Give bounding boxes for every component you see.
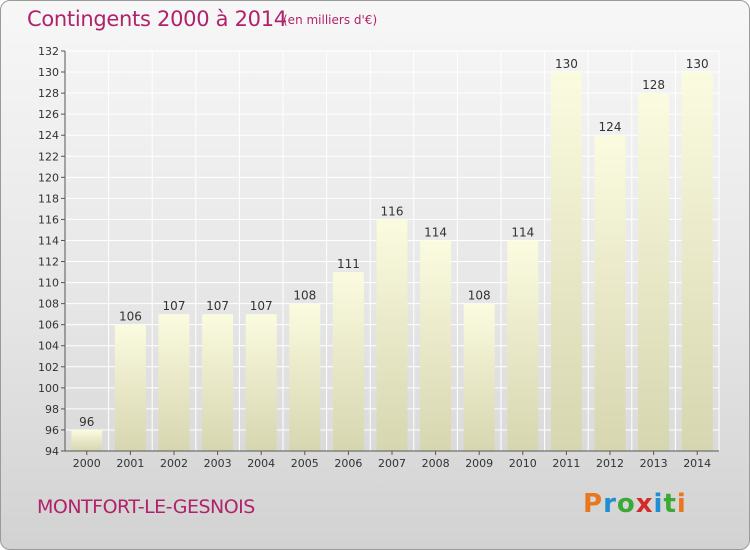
y-tick-label: 112 [38,256,59,269]
bar-2001 [114,324,146,451]
data-label-2006: 111 [337,257,360,271]
data-label-2001: 106 [119,310,142,324]
data-label-2007: 116 [381,204,404,218]
bar-2006 [332,272,364,451]
axes: 94 96 98 100 102 104 106 108 110 112 114 116 118 120 1… [38,45,719,470]
chart-subtitle: (en milliers d'€) [283,13,378,27]
bar-2004 [245,314,277,451]
logo-letter: r [603,489,617,519]
data-label-2005: 108 [293,289,316,303]
x-tick-label-2007: 2007 [378,457,406,470]
y-tick-label: 102 [38,361,59,374]
x-tick-label-2000: 2000 [73,457,101,470]
data-label-2000: 96 [79,415,94,429]
bar-2014 [681,72,713,451]
bar-2005 [289,303,321,451]
y-tick-label: 106 [38,319,59,332]
bar-2010 [507,240,539,451]
y-tick-label: 132 [38,45,59,58]
bar-2013 [638,93,670,452]
data-label-2013: 128 [642,78,665,92]
x-tick-label-2004: 2004 [247,457,275,470]
x-tick-label-2009: 2009 [465,457,493,470]
data-label-2002: 107 [163,299,186,313]
y-tick-label: 126 [38,108,59,121]
data-label-2010: 114 [511,225,534,239]
data-label-2008: 114 [424,225,447,239]
y-tick-label: 124 [38,129,59,142]
data-label-2004: 107 [250,299,273,313]
x-tick-label-2011: 2011 [552,457,580,470]
x-tick-label-2006: 2006 [334,457,362,470]
logo-letter: o [616,489,636,519]
data-label-2014: 130 [686,57,709,71]
y-tick-label: 108 [38,298,59,311]
bar-2000 [71,429,103,451]
y-tick-label: 116 [38,213,59,226]
x-tick-label-2003: 2003 [204,457,232,470]
x-tick-label-2002: 2002 [160,457,188,470]
logo-letter: P [583,489,604,519]
bar-2003 [202,314,234,451]
data-label-2009: 108 [468,289,491,303]
data-label-2012: 124 [599,120,622,134]
bar-2008 [420,240,452,451]
data-label-2003: 107 [206,299,229,313]
logo-letter: i [653,489,664,519]
y-tick-label: 130 [38,66,59,79]
bar-2011 [550,72,582,451]
proxiti-logo: Proxiti [583,489,687,519]
y-tick-label: 94 [45,445,59,458]
data-label-2011: 130 [555,57,578,71]
x-tick-label-2005: 2005 [291,457,319,470]
x-tick-label-2014: 2014 [683,457,711,470]
bar-2012 [594,135,626,452]
y-tick-label: 110 [38,277,59,290]
logo-letter: t [663,489,677,519]
commune-name: MONTFORT-LE-GESNOIS [37,496,255,518]
y-tick-label: 128 [38,87,59,100]
chart-title: Contingents 2000 à 2014 [27,7,287,31]
y-tick-label: 100 [38,382,59,395]
x-tick-label-2012: 2012 [596,457,624,470]
x-tick-label-2013: 2013 [640,457,668,470]
logo-letter: i [676,489,687,519]
bar-2002 [158,314,190,451]
y-tick-label: 118 [38,192,59,205]
data-labels: 96 106 107 107 107 108 111 116 114 108 114 130 124 12… [79,57,708,429]
bar-2007 [376,219,408,451]
y-tick-label: 104 [38,340,59,353]
y-tick-label: 114 [38,234,59,247]
x-tick-label-2008: 2008 [422,457,450,470]
x-tick-label-2010: 2010 [509,457,537,470]
y-tick-label: 98 [45,403,59,416]
y-tick-label: 122 [38,150,59,163]
y-tick-label: 96 [45,424,59,437]
y-tick-label: 120 [38,171,59,184]
x-tick-label-2001: 2001 [116,457,144,470]
bars [71,72,713,452]
logo-letter: x [635,489,654,519]
bar-2009 [463,303,495,451]
